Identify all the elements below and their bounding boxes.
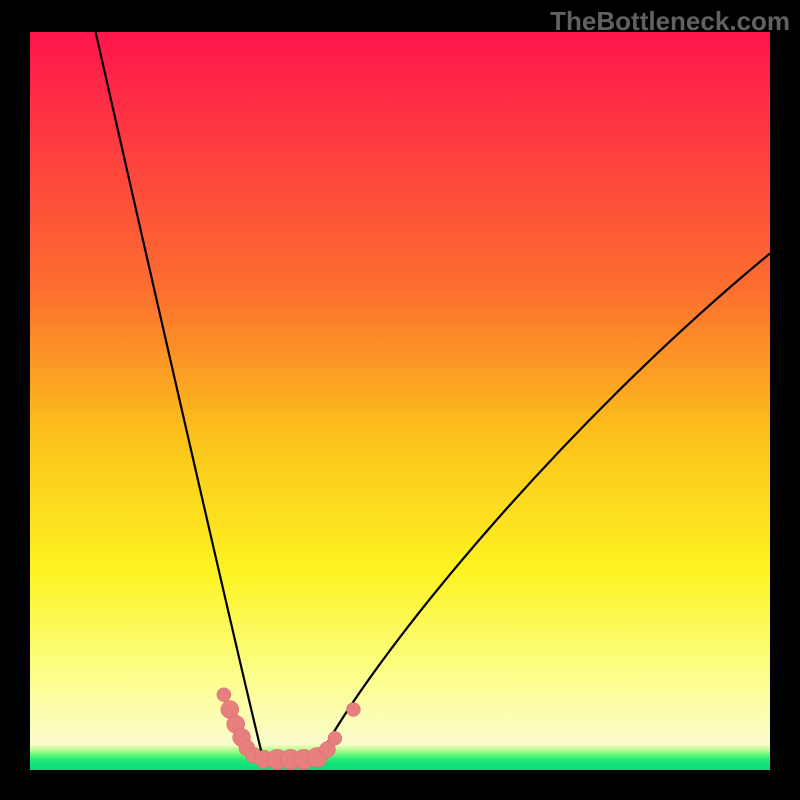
data-marker [328, 731, 342, 745]
chart-container: TheBottleneck.com [0, 0, 800, 800]
data-marker [346, 702, 360, 716]
data-marker [217, 688, 231, 702]
gradient-background [30, 32, 770, 770]
bottleneck-curve-chart [30, 32, 770, 770]
